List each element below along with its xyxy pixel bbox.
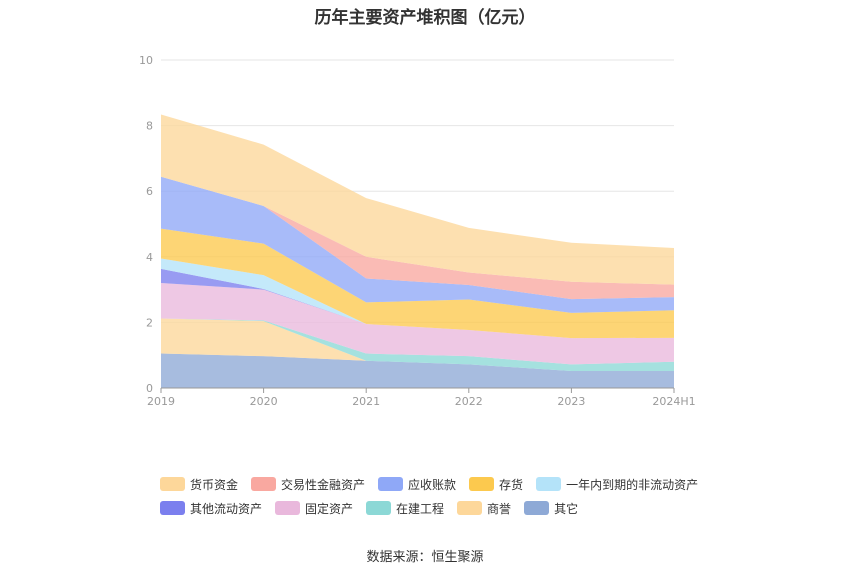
legend-label: 其他流动资产 (190, 501, 263, 516)
legend-item[interactable]: 固定资产 (275, 500, 353, 517)
legend-label: 交易性金融资产 (281, 477, 366, 492)
area-series-在建工程 (161, 318, 674, 371)
legend-label: 其它 (554, 501, 579, 516)
legend-label: 存货 (499, 477, 524, 492)
y-tick-label: 6 (146, 185, 153, 198)
legend-item[interactable]: 其它 (524, 500, 578, 517)
legend-swatch (524, 501, 550, 515)
legend-label: 货币资金 (190, 477, 239, 492)
legend-label: 一年内到期的非流动资产 (566, 477, 699, 492)
legend-label: 应收账款 (408, 477, 457, 492)
x-tick-label: 2021 (352, 395, 380, 408)
legend-label: 固定资产 (305, 501, 354, 516)
area-series-商誉 (161, 318, 674, 371)
area-series-货币资金 (161, 114, 674, 285)
legend-item[interactable]: 存货 (469, 476, 523, 493)
legend-item[interactable]: 交易性金融资产 (251, 476, 365, 493)
legend-row: 货币资金 交易性金融资产 应收账款 存货 一年内到期的非流动资产 (160, 472, 720, 496)
legend-item[interactable]: 商誉 (457, 500, 511, 517)
x-tick-label: 2024H1 (652, 395, 695, 408)
legend-swatch (160, 477, 185, 491)
x-tick-label: 2019 (147, 395, 175, 408)
legend-item[interactable]: 应收账款 (378, 476, 456, 493)
legend-swatch (160, 501, 185, 515)
chart-title: 历年主要资产堆积图（亿元） (314, 8, 536, 28)
legend-label: 商誉 (487, 501, 512, 516)
stacked-areas (161, 114, 674, 388)
legend-item[interactable]: 其他流动资产 (160, 500, 262, 517)
legend-swatch (275, 501, 301, 515)
area-series-其它 (161, 353, 674, 388)
legend-row: 其他流动资产 固定资产 在建工程 商誉 其它 (160, 496, 720, 520)
data-source: 数据来源：恒生聚源 (366, 550, 484, 565)
y-tick-label: 10 (139, 54, 153, 67)
area-series-应收账款 (161, 176, 674, 313)
area-series-固定资产 (161, 283, 674, 365)
legend-item[interactable]: 货币资金 (160, 476, 238, 493)
legend-swatch (366, 501, 392, 515)
y-tick-label: 4 (146, 251, 153, 264)
axes: 0 2 4 6 8 10 2019 2020 2021 2022 2023 2024H1 (139, 54, 696, 408)
legend-label: 在建工程 (396, 501, 445, 516)
legend-swatch (457, 501, 483, 515)
x-tick-label: 2022 (455, 395, 483, 408)
legend-swatch (536, 477, 562, 491)
area-series-交易性金融资产 (161, 176, 674, 300)
y-tick-label: 0 (146, 382, 153, 395)
legend-swatch (378, 477, 404, 491)
x-tick-label: 2020 (250, 395, 278, 408)
area-series-存货 (161, 228, 674, 339)
x-tick-label: 2023 (557, 395, 585, 408)
legend-item[interactable]: 一年内到期的非流动资产 (536, 476, 698, 493)
legend-item[interactable]: 在建工程 (366, 500, 444, 517)
legend: 货币资金 交易性金融资产 应收账款 存货 一年内到期的非流动资产 其他流动资产 固定资产 在… (160, 472, 720, 520)
y-tick-label: 8 (146, 120, 153, 133)
legend-swatch (251, 477, 277, 491)
legend-swatch (469, 477, 495, 491)
y-tick-label: 2 (146, 316, 153, 329)
